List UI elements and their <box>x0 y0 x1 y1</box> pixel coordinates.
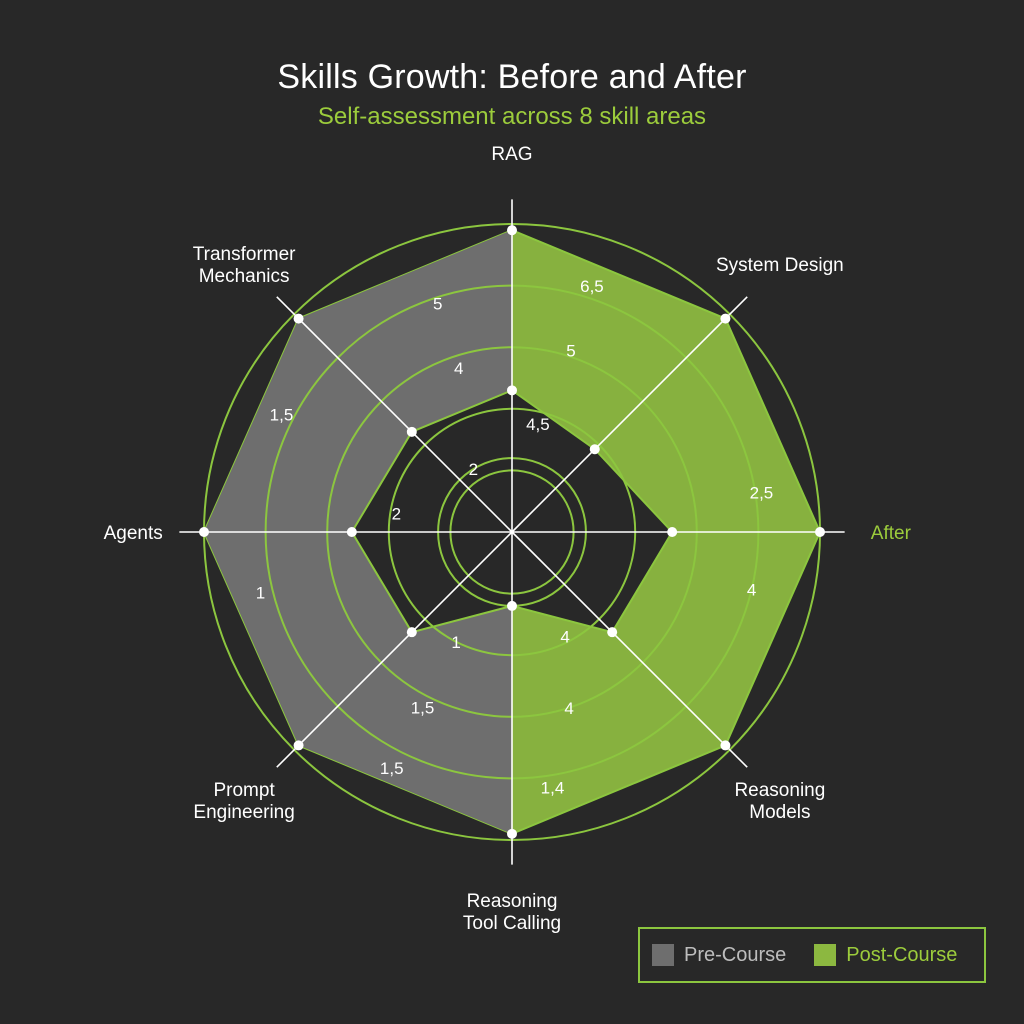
value-label-6: 2,5 <box>750 483 774 502</box>
post-point-2 <box>815 527 825 537</box>
axis-spoke-3 <box>511 531 748 768</box>
value-label-16: 1,5 <box>270 406 294 425</box>
pre-point-4 <box>507 600 517 611</box>
value-label-8: 4 <box>560 627 569 646</box>
axis-label-0: RAG <box>491 144 532 165</box>
legend-swatch-post-course <box>814 944 837 966</box>
value-label-14: 1 <box>256 583 265 602</box>
pre-point-7 <box>406 426 417 437</box>
post-point-7 <box>293 313 304 324</box>
value-label-4: 5 <box>566 341 575 360</box>
legend-item-pre-course: Pre-Course <box>652 944 786 967</box>
post-point-1 <box>720 313 731 324</box>
value-label-0: 5 <box>433 295 442 314</box>
chart-title: Skills Growth: Before and After <box>277 58 747 96</box>
post-point-4 <box>507 828 517 839</box>
value-label-11: 1,5 <box>380 759 404 778</box>
axis-label-3: Reasoning Models <box>734 780 825 823</box>
axis-label-2: After <box>871 523 912 544</box>
value-label-12: 1,5 <box>411 699 435 718</box>
legend-label-pre-course: Pre-Course <box>684 943 787 966</box>
value-label-1: 4 <box>454 359 463 378</box>
axis-label-7: Transformer Mechanics <box>193 244 296 287</box>
pre-point-5 <box>406 627 417 638</box>
post-point-5 <box>293 740 304 751</box>
value-label-13: 1 <box>451 633 460 652</box>
axis-label-6: Agents <box>104 523 163 544</box>
legend-swatch-pre-course <box>652 944 674 966</box>
value-label-2: 2 <box>469 460 478 479</box>
pre-point-3 <box>607 627 618 638</box>
value-label-5: 4,5 <box>526 415 550 434</box>
axis-spoke-1 <box>511 296 748 533</box>
value-label-7: 4 <box>747 581 756 600</box>
post-point-6 <box>199 527 209 537</box>
value-label-10: 1,4 <box>541 779 565 798</box>
axis-spoke-5 <box>276 531 513 768</box>
axis-label-4: Reasoning Tool Calling <box>463 891 561 934</box>
pre-point-1 <box>589 444 600 455</box>
axis-label-1: System Design <box>716 255 844 276</box>
legend-item-post-course: Post-Course <box>814 944 957 967</box>
legend: Pre-Course Post-Course <box>638 927 986 983</box>
pre-point-2 <box>667 527 678 537</box>
pre-point-6 <box>346 527 357 537</box>
axis-spoke-7 <box>276 296 513 533</box>
chart-subtitle: Self-assessment across 8 skill areas <box>317 103 707 130</box>
post-point-3 <box>720 740 731 751</box>
legend-label-post-course: Post-Course <box>846 943 958 966</box>
value-label-9: 4 <box>564 699 573 718</box>
value-label-15: 2 <box>392 505 401 524</box>
post-point-0 <box>507 225 517 236</box>
pre-point-0 <box>507 385 517 396</box>
axis-label-5: Prompt Engineering <box>193 780 294 823</box>
value-label-3: 6,5 <box>580 277 604 296</box>
